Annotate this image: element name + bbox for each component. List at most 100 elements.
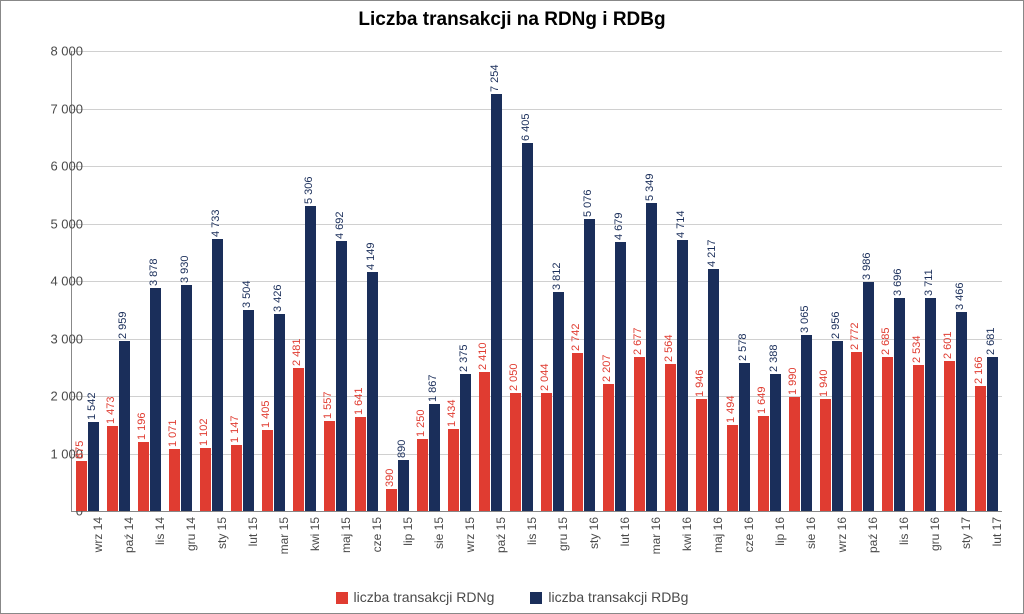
bar-rdbg bbox=[925, 298, 936, 511]
bar-value-label-rdbg: 1 542 bbox=[86, 393, 98, 421]
bar-rdbg bbox=[181, 285, 192, 511]
bar-rdng bbox=[882, 357, 893, 511]
bar-rdbg bbox=[615, 242, 626, 511]
bar-rdbg bbox=[677, 240, 688, 511]
bar-group: 1 4732 959 bbox=[107, 51, 129, 511]
bar-rdbg bbox=[119, 341, 130, 511]
bar-group: 2 5644 714 bbox=[665, 51, 687, 511]
bar-value-label-rdng: 2 166 bbox=[973, 357, 985, 385]
bar-group: 2 677 5 349 bbox=[634, 51, 656, 511]
bar-rdng bbox=[231, 445, 242, 511]
bar-value-label-rdbg: 3 466 bbox=[954, 282, 966, 310]
bar-rdbg bbox=[88, 422, 99, 511]
bar-value-label-rdng: 1 102 bbox=[198, 418, 210, 446]
bar-value-label-rdng: 2 410 bbox=[477, 343, 489, 371]
bar-rdng bbox=[665, 364, 676, 511]
x-tick-label: lut 16 bbox=[618, 517, 632, 546]
x-tick-label: gru 14 bbox=[184, 517, 198, 551]
bar-group: 2 534 3 711 bbox=[913, 51, 935, 511]
bar-value-label-rdng: 1 940 bbox=[818, 370, 830, 398]
bar-value-label-rdng: 2 207 bbox=[601, 355, 613, 383]
bar-group: 1 946 4 217 bbox=[696, 51, 718, 511]
x-tick-label: kwi 16 bbox=[680, 517, 694, 551]
bar-group: 2 6013 466 bbox=[944, 51, 966, 511]
plot-area: 8751 5421 4732 9591 1963 8781 0713 9301 … bbox=[71, 51, 1002, 512]
bar-value-label-rdng: 2 050 bbox=[508, 364, 520, 392]
bar-group: 1 557 4 692 bbox=[324, 51, 346, 511]
bar-value-label-rdbg: 5 076 bbox=[582, 190, 594, 218]
bar-group: 1 6492 388 bbox=[758, 51, 780, 511]
bar-rdbg bbox=[243, 310, 254, 511]
bar-rdng bbox=[448, 429, 459, 511]
bar-rdng bbox=[200, 448, 211, 511]
bar-rdng bbox=[634, 357, 645, 511]
x-tick-label: lip 16 bbox=[773, 517, 787, 546]
x-tick-label: lip 15 bbox=[401, 517, 415, 546]
bar-rdng bbox=[417, 439, 428, 511]
bar-rdbg bbox=[708, 269, 719, 511]
bar-value-label-rdng: 2 677 bbox=[632, 328, 644, 356]
x-tick-label: paź 14 bbox=[122, 517, 136, 553]
bar-value-label-rdng: 2 044 bbox=[539, 364, 551, 392]
bar-value-label-rdbg: 4 733 bbox=[210, 209, 222, 237]
bar-group: 1 102 4 733 bbox=[200, 51, 222, 511]
bar-value-label-rdbg: 5 306 bbox=[303, 176, 315, 204]
bar-rdng bbox=[851, 352, 862, 511]
bar-value-label-rdng: 1 494 bbox=[725, 396, 737, 424]
bar-value-label-rdbg: 4 692 bbox=[334, 212, 346, 240]
bar-rdbg bbox=[429, 404, 440, 511]
bar-value-label-rdng: 1 557 bbox=[322, 392, 334, 420]
bar-rdng bbox=[355, 417, 366, 511]
bar-group: 1 4053 426 bbox=[262, 51, 284, 511]
bar-rdng bbox=[541, 393, 552, 511]
bar-value-label-rdbg: 4 714 bbox=[675, 210, 687, 238]
bar-rdng bbox=[820, 399, 831, 511]
x-tick-label: kwi 15 bbox=[308, 517, 322, 551]
bar-group: 2 1662 681 bbox=[975, 51, 997, 511]
bar-value-label-rdbg: 5 349 bbox=[644, 174, 656, 202]
bar-rdng bbox=[107, 426, 118, 511]
bar-rdng bbox=[324, 421, 335, 511]
bar-value-label-rdbg: 6 405 bbox=[520, 113, 532, 141]
bar-group: 1 9903 065 bbox=[789, 51, 811, 511]
bar-value-label-rdbg: 2 578 bbox=[737, 333, 749, 361]
x-tick-label: mar 16 bbox=[649, 517, 663, 554]
bar-value-label-rdng: 2 481 bbox=[291, 339, 303, 367]
legend: liczba transakcji RDNgliczba transakcji … bbox=[1, 589, 1023, 605]
bar-rdng bbox=[293, 368, 304, 511]
bar-value-label-rdbg: 2 681 bbox=[985, 327, 997, 355]
bar-group: 1 1473 504 bbox=[231, 51, 253, 511]
bar-rdbg bbox=[398, 460, 409, 511]
bar-rdng bbox=[789, 397, 800, 511]
bar-value-label-rdbg: 4 679 bbox=[613, 212, 625, 240]
bar-value-label-rdbg: 7 254 bbox=[489, 64, 501, 92]
bar-value-label-rdng: 2 685 bbox=[880, 327, 892, 355]
x-tick-label: lis 16 bbox=[897, 517, 911, 545]
bar-rdbg bbox=[491, 94, 502, 511]
bar-rdbg bbox=[584, 219, 595, 511]
legend-item: liczba transakcji RDNg bbox=[336, 589, 495, 605]
bar-value-label-rdbg: 2 959 bbox=[117, 311, 129, 339]
bar-value-label-rdbg: 2 375 bbox=[458, 345, 470, 373]
x-tick-label: lis 14 bbox=[153, 517, 167, 545]
bar-value-label-rdng: 1 946 bbox=[694, 370, 706, 398]
bar-rdbg bbox=[212, 239, 223, 511]
x-tick-label: sty 16 bbox=[587, 517, 601, 549]
bar-value-label-rdbg: 3 426 bbox=[272, 284, 284, 312]
bar-value-label-rdng: 1 434 bbox=[446, 399, 458, 427]
bar-rdbg bbox=[801, 335, 812, 511]
bar-rdbg bbox=[274, 314, 285, 511]
bar-rdng bbox=[727, 425, 738, 511]
bar-value-label-rdbg: 2 956 bbox=[830, 312, 842, 340]
bar-group: 1 1963 878 bbox=[138, 51, 160, 511]
bar-group: 2 410 7 254 bbox=[479, 51, 501, 511]
bar-value-label-rdbg: 3 812 bbox=[551, 262, 563, 290]
bar-value-label-rdbg: 3 696 bbox=[892, 269, 904, 297]
bar-rdng bbox=[386, 489, 397, 511]
bar-value-label-rdbg: 890 bbox=[396, 439, 408, 457]
bar-value-label-rdbg: 3 711 bbox=[923, 269, 935, 296]
bar-value-label-rdng: 2 534 bbox=[911, 336, 923, 364]
bar-value-label-rdbg: 4 217 bbox=[706, 239, 718, 267]
bar-rdng bbox=[758, 416, 769, 511]
bar-value-label-rdng: 1 147 bbox=[229, 416, 241, 444]
